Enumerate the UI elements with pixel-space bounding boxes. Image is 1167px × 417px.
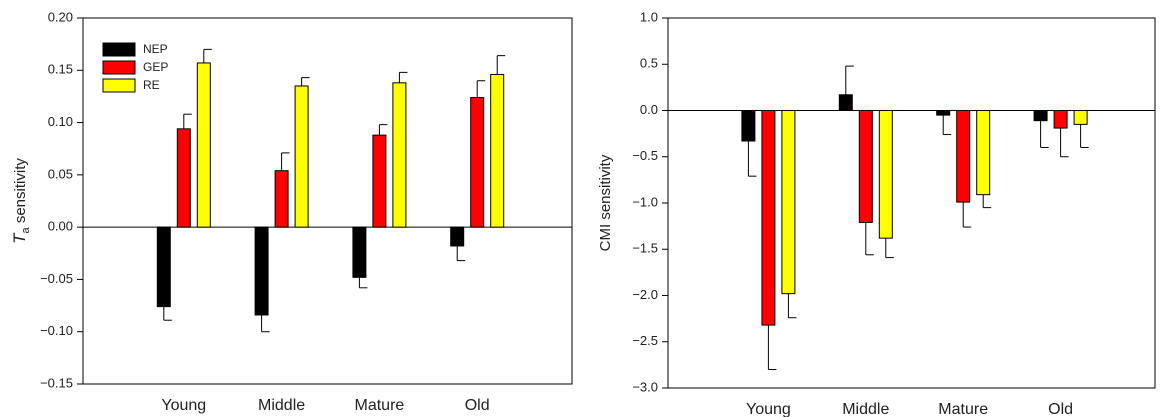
bar [196,62,211,228]
bar [470,96,485,228]
y-tick-label: 0.10 [48,114,73,129]
bar [156,226,171,308]
y-tick-label: −2.5 [632,333,658,348]
y-tick-label: 0.05 [48,166,73,181]
error-bar [1080,124,1089,148]
y-tick-label: 0.20 [48,9,73,24]
y-tick-label: −0.10 [40,323,73,338]
bar [761,110,776,326]
bar [741,110,756,142]
error-bar [1040,120,1049,148]
y-tick-label: −2.0 [632,287,658,302]
error-bar [496,55,506,75]
bar [274,170,289,228]
legend-label: NEP [143,42,168,56]
bar [176,128,191,228]
x-tick-label: Middle [842,401,889,417]
y-axis-label: Ta sensitivity [10,158,31,244]
y-axis-label-text: sensitivity [12,158,29,228]
bar [1073,110,1088,125]
bar [838,94,853,112]
error-bar [787,293,797,319]
bar [352,226,367,278]
error-bar [982,194,992,209]
x-tick-label: Young [746,401,791,417]
bar [1053,110,1068,129]
y-tick-label: −1.0 [632,194,658,209]
bar [956,110,971,203]
error-bar [767,325,777,370]
bar [858,110,873,223]
error-bar [261,314,270,333]
error-bar [747,141,757,177]
bar [781,110,796,295]
error-bar [865,222,874,256]
error-bar [163,306,172,321]
x-tick-label: Old [1048,401,1073,417]
x-tick-label: Mature [938,401,988,417]
x-tick-label: Mature [355,397,405,414]
legend-swatch [102,60,136,75]
y-tick-label: 0.5 [640,56,658,71]
plot-frame [667,17,1156,389]
error-bar [1060,128,1069,158]
error-bar [456,245,466,262]
y-tick-label: −1.5 [632,241,658,256]
bar [392,82,407,228]
bar [1033,110,1048,122]
error-bar [885,238,894,259]
plot-frame [82,17,573,385]
bar [254,226,269,316]
error-bar [942,115,952,136]
y-tick-label: 0.0 [640,102,658,117]
y-axis-label-text: CMI sensitivity [597,154,614,251]
legend-swatch [102,78,136,93]
error-bar [398,71,408,83]
error-bar [203,48,212,63]
legend-label: RE [143,78,160,92]
bar [294,85,309,228]
bar [490,73,505,228]
legend-swatch [102,42,136,57]
error-bar [358,277,368,289]
error-bar [962,202,972,228]
error-bar [301,77,310,86]
bar [878,110,893,239]
x-tick-label: Old [465,397,490,414]
y-axis-label-symbol: T [10,232,29,244]
x-tick-label: Middle [258,397,305,414]
x-tick-label: Young [161,397,206,414]
y-tick-label: −0.15 [40,375,73,390]
bar [936,110,951,116]
y-tick-label: −3.0 [632,379,658,394]
bar [450,226,465,247]
y-axis-label: CMI sensitivity [597,154,614,251]
error-bar [281,152,290,171]
y-tick-label: 0.15 [48,62,73,77]
error-bar [476,80,486,98]
y-tick-label: 1.0 [640,9,658,24]
error-bar [183,113,192,129]
y-tick-label: 0.00 [48,219,73,234]
error-bar [845,65,854,95]
y-axis-label-subscript: a [20,226,32,233]
y-tick-label: −0.5 [632,148,658,163]
bar [976,110,991,196]
error-bar [378,124,388,136]
bar [372,134,387,228]
legend-label: GEP [143,60,168,74]
y-tick-label: −0.05 [40,271,73,286]
